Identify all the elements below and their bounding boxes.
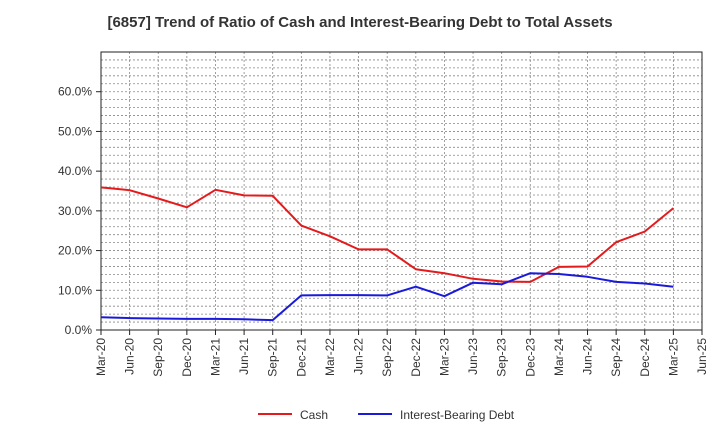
x-tick-label: Jun-22 xyxy=(352,338,366,375)
series-line-cash xyxy=(100,186,675,283)
x-tick-label: Mar-23 xyxy=(437,338,451,376)
y-tick-label: 40.0% xyxy=(58,164,92,178)
x-tick-label: Jun-24 xyxy=(581,338,595,375)
x-tick-label: Jun-23 xyxy=(466,338,480,375)
x-tick-label: Mar-21 xyxy=(208,338,222,376)
x-tick-label: Mar-25 xyxy=(666,338,680,376)
x-tick-label: Jun-25 xyxy=(695,338,709,375)
chart-title: [6857] Trend of Ratio of Cash and Intere… xyxy=(107,14,613,31)
plot-area xyxy=(101,52,702,330)
x-tick-label: Sep-24 xyxy=(609,338,623,377)
series-line-interest-bearing-debt xyxy=(100,272,674,322)
y-tick-label: 50.0% xyxy=(58,124,92,138)
x-tick-label: Sep-22 xyxy=(380,338,394,377)
y-tick-label: 10.0% xyxy=(58,283,92,297)
x-tick-label: Mar-22 xyxy=(323,338,337,376)
y-tick-label: 20.0% xyxy=(58,244,92,258)
plot-border xyxy=(100,51,703,331)
x-tick-label: Sep-20 xyxy=(151,338,165,377)
x-tick-label: Jun-20 xyxy=(123,338,137,375)
x-tick-label: Dec-20 xyxy=(180,338,194,377)
x-tick-label: Mar-24 xyxy=(552,338,566,376)
x-tick-label: Sep-23 xyxy=(495,338,509,377)
x-tick-label: Dec-22 xyxy=(409,338,423,377)
x-tick-label: Jun-21 xyxy=(237,338,251,375)
x-tick-label: Dec-23 xyxy=(523,338,537,377)
y-tick-label: 0.0% xyxy=(65,323,93,337)
x-tick-label: Dec-21 xyxy=(294,338,308,377)
legend-label-interest-bearing-debt: Interest-Bearing Debt xyxy=(400,408,515,422)
x-tick-label: Dec-24 xyxy=(638,338,652,377)
y-tick-label: 30.0% xyxy=(58,204,92,218)
y-tick-label: 60.0% xyxy=(58,85,92,99)
x-tick-label: Sep-21 xyxy=(266,338,280,377)
x-tick-label: Mar-20 xyxy=(94,338,108,376)
legend-label-cash: Cash xyxy=(300,408,328,422)
